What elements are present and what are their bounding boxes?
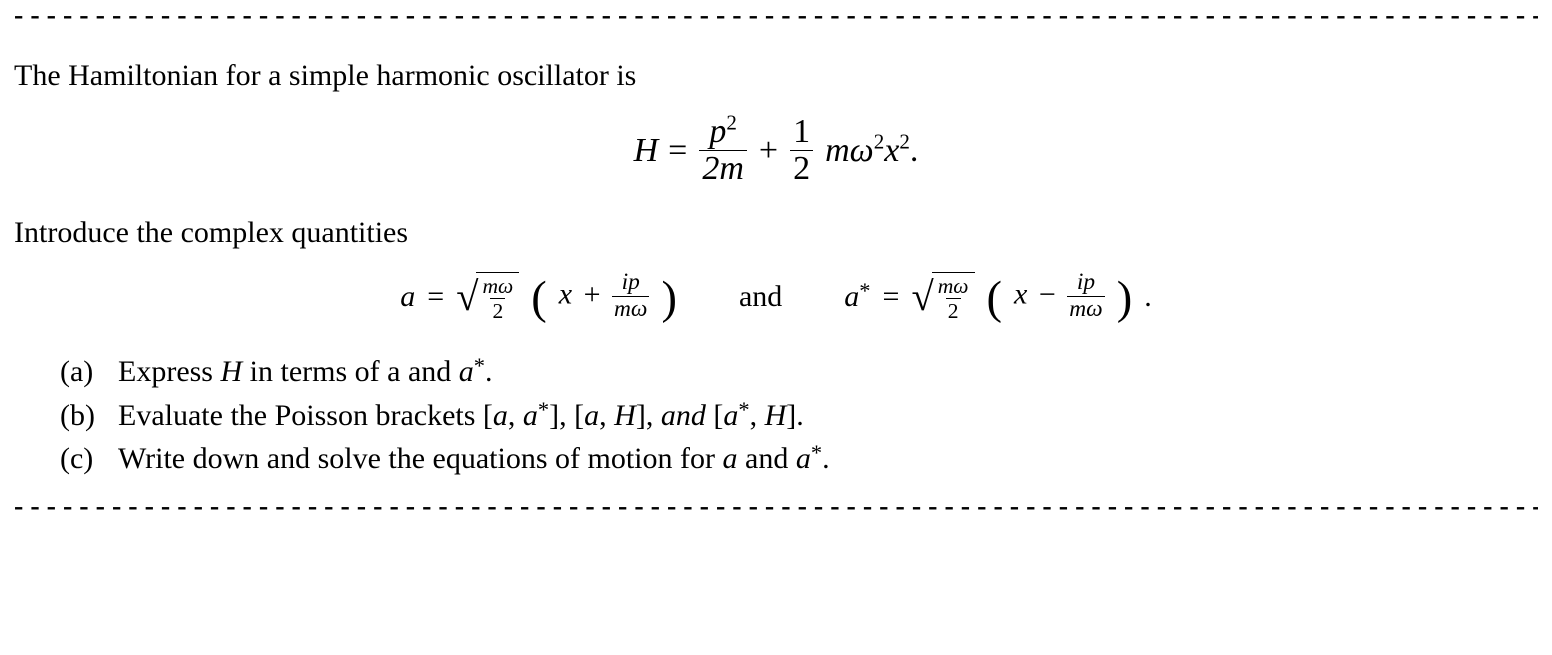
- omega-symbol: ω: [850, 132, 874, 169]
- hamiltonian-lhs: H: [634, 132, 659, 170]
- parts-list: (a) Express H in terms of a and a*. (b) …: [60, 350, 1538, 481]
- sqrt-den-astar: 2: [946, 298, 961, 322]
- definitions-equation: a = √ mω 2 ( x + ip mω ): [14, 271, 1538, 322]
- part-a-label: (a): [60, 350, 106, 394]
- part-c-end: .: [822, 442, 830, 475]
- part-b-pb3: [a*, H]: [713, 399, 796, 432]
- m-symbol: m: [825, 132, 850, 169]
- plus-in-a: +: [584, 278, 601, 311]
- part-a-pre: Express: [118, 355, 220, 388]
- x-in-astar: x: [1014, 278, 1027, 311]
- part-a-astar: a: [459, 355, 474, 388]
- part-c-astar-a: a: [796, 442, 811, 475]
- half-num: 1: [790, 115, 813, 151]
- ip-num-astar: ip: [1075, 271, 1097, 296]
- part-c-and: and: [738, 442, 796, 475]
- part-b-pb1: [a, a*]: [483, 399, 559, 432]
- equals-sign: =: [668, 132, 687, 170]
- part-a-H: H: [220, 355, 242, 388]
- two-m: 2m: [699, 150, 747, 187]
- problem-page: - - - - - - - - - - - - - - - - - - - - …: [0, 2, 1552, 521]
- rparen-a: ): [661, 290, 677, 309]
- part-c-a: a: [723, 442, 738, 475]
- ip-over-mw-astar: ip mω: [1067, 271, 1104, 322]
- sqrt-astar: √ mω 2: [911, 272, 974, 322]
- part-b: (b) Evaluate the Poisson brackets [a, a*…: [60, 394, 1538, 438]
- mw-over-2-astar: mω 2: [936, 275, 971, 322]
- p-exponent: 2: [726, 110, 737, 134]
- lparen-astar: (: [987, 290, 1003, 309]
- sqrt-den-a: 2: [490, 298, 505, 322]
- ip-den-astar: mω: [1067, 296, 1104, 322]
- sqrt-num-a: mω: [480, 275, 515, 298]
- lparen-a: (: [531, 290, 547, 309]
- ip-den-a: mω: [612, 296, 649, 322]
- part-c-pre: Write down and solve the equations of mo…: [118, 442, 723, 475]
- part-b-and: and: [661, 399, 714, 432]
- defs-period: .: [1144, 280, 1152, 314]
- part-a-post: in terms of a and: [242, 355, 459, 388]
- one-half: 1 2: [790, 115, 813, 187]
- omega-exponent: 2: [874, 129, 885, 153]
- divider-top: - - - - - - - - - - - - - - - - - - - - …: [14, 2, 1538, 30]
- part-a-star-icon: *: [474, 353, 485, 378]
- intro-line-2: Introduce the complex quantities: [14, 213, 1538, 254]
- part-b-label: (b): [60, 394, 106, 438]
- mw-over-2-a: mω 2: [480, 275, 515, 322]
- ip-over-mw-a: ip mω: [612, 271, 649, 322]
- part-c-label: (c): [60, 437, 106, 481]
- x-in-a: x: [559, 278, 572, 311]
- eq-period: .: [910, 132, 919, 169]
- divider-bottom: - - - - - - - - - - - - - - - - - - - - …: [14, 493, 1538, 521]
- part-c: (c) Write down and solve the equations o…: [60, 437, 1538, 481]
- hamiltonian-equation: H = p2 2m + 1 2 mω2x2.: [14, 115, 1538, 187]
- part-a-end: .: [485, 355, 493, 388]
- equals-sign-a: =: [427, 280, 444, 314]
- plus-sign: +: [759, 132, 778, 170]
- part-a: (a) Express H in terms of a and a*.: [60, 350, 1538, 394]
- p-symbol: p: [709, 113, 726, 150]
- part-c-star-icon: *: [811, 440, 822, 465]
- part-b-end: .: [796, 399, 804, 432]
- part-b-c2: ,: [646, 399, 661, 432]
- x-symbol: x: [884, 132, 899, 169]
- and-word: and: [739, 280, 782, 314]
- equals-sign-astar: =: [883, 280, 900, 314]
- ip-num-a: ip: [620, 271, 642, 296]
- sqrt-a: √ mω 2: [456, 272, 519, 322]
- intro-line-1: The Hamiltonian for a simple harmonic os…: [14, 56, 1538, 97]
- sqrt-num-astar: mω: [936, 275, 971, 298]
- part-b-pre: Evaluate the Poisson brackets: [118, 399, 483, 432]
- rparen-astar: ): [1117, 290, 1133, 309]
- part-b-c1: ,: [559, 399, 574, 432]
- minus-in-astar: −: [1039, 278, 1056, 311]
- half-den: 2: [790, 150, 813, 187]
- a-symbol: a: [400, 280, 415, 314]
- x-exponent: 2: [899, 129, 910, 153]
- p2-over-2m: p2 2m: [699, 115, 747, 187]
- radical-icon: √: [456, 285, 478, 309]
- astar-symbol: a*: [844, 280, 870, 314]
- part-b-pb2: [a, H]: [574, 399, 646, 432]
- radical-icon-2: √: [911, 285, 933, 309]
